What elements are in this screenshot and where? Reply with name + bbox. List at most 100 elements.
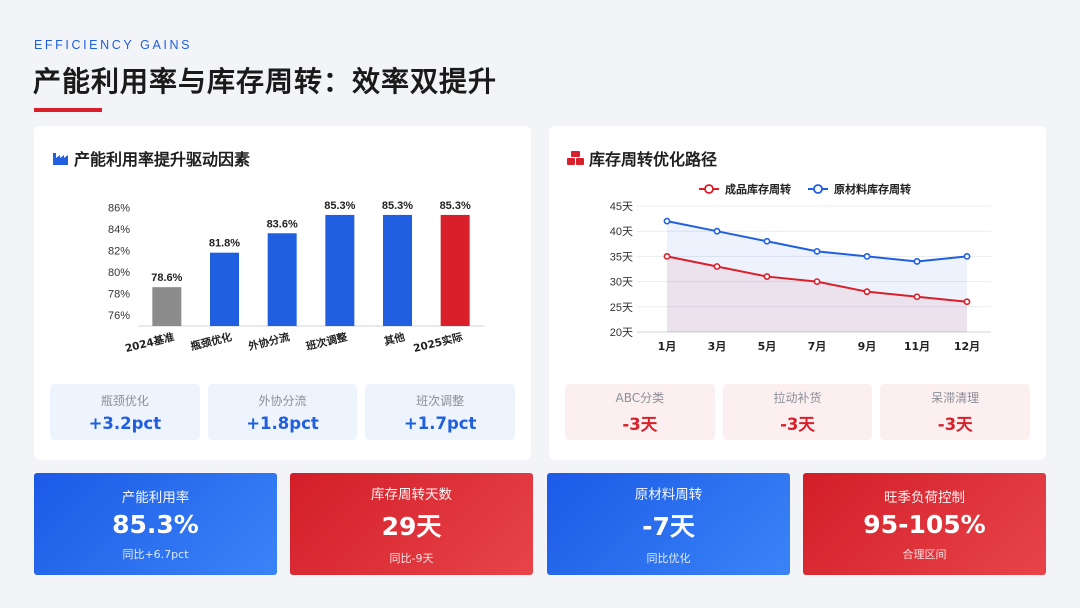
legend-label: 成品库存周转 xyxy=(725,182,791,196)
x-tick-label: 外协分流 xyxy=(246,330,291,353)
capacity-panel-title: 产能利用率提升驱动因素 xyxy=(52,146,250,170)
data-point xyxy=(663,217,671,225)
inventory-panel: 库存周转优化路径 20天 25天 30天 35天 40天 45天 1月 3月 5月 7月 9月 11月… xyxy=(549,126,1046,460)
kpi-sub: 合理区间 xyxy=(902,548,947,561)
inventory-path-cards: ABC分类 -3天 拉动补货 -3天 呆滞清理 -3天 xyxy=(565,384,1031,440)
x-tick-label: 班次调整 xyxy=(305,330,349,353)
y-tick-label: 45天 xyxy=(610,201,633,213)
data-point xyxy=(863,288,871,296)
kpi-label: 库存周转天数 xyxy=(371,486,452,503)
bar xyxy=(210,252,239,326)
driver-card-value: +3.2pct xyxy=(88,413,162,433)
data-point xyxy=(813,278,821,285)
kpi-card-capacity: 产能利用率 85.3% 同比+6.7pct xyxy=(34,473,277,575)
path-card: 拉动补货 -3天 xyxy=(722,384,873,440)
y-tick-label: 25天 xyxy=(610,302,633,314)
x-tick-label: 12月 xyxy=(954,340,980,353)
y-tick-label: 35天 xyxy=(610,251,633,263)
kpi-sub: 同比-9天 xyxy=(389,551,434,565)
x-tick-label: 其他 xyxy=(383,330,407,348)
y-tick-label: 78% xyxy=(108,289,130,301)
bar xyxy=(383,214,412,326)
kpi-value: 29天 xyxy=(381,511,442,541)
y-tick-label: 86% xyxy=(108,202,130,214)
title-underline xyxy=(34,108,102,112)
page-title: 产能利用率与库存周转：效率双提升 xyxy=(33,65,498,98)
kpi-value: 85.3% xyxy=(112,510,199,539)
data-point xyxy=(763,273,771,280)
inventory-panel-title: 库存周转优化路径 xyxy=(567,146,717,170)
inventory-panel-title-text: 库存周转优化路径 xyxy=(589,150,718,169)
capacity-panel-title-text: 产能利用率提升驱动因素 xyxy=(74,150,251,169)
factory-icon xyxy=(53,153,68,165)
driver-card-value: +1.8pct xyxy=(246,413,319,433)
kpi-card-raw-material: 原材料周转 -7天 同比优化 xyxy=(547,473,790,575)
series-area xyxy=(667,221,967,332)
series-area xyxy=(667,256,967,332)
capacity-driver-cards: 瓶颈优化 +3.2pct 外协分流 +1.8pct 班次调整 +1.7pct xyxy=(50,384,516,440)
data-point xyxy=(963,298,971,306)
kpi-label: 产能利用率 xyxy=(121,490,190,506)
data-point xyxy=(913,258,921,265)
driver-card-label: 外协分流 xyxy=(258,393,307,408)
data-point xyxy=(763,237,771,245)
driver-card-value: +1.7pct xyxy=(403,413,477,433)
path-card-label: ABC分类 xyxy=(615,391,665,405)
x-tick-label: 3月 xyxy=(708,340,727,353)
x-tick-label: 1月 xyxy=(658,340,677,353)
legend-swatch-marker xyxy=(813,184,823,194)
data-point xyxy=(863,252,871,260)
bar-data-label: 78.6% xyxy=(151,272,182,284)
x-tick-label: 瓶颈优化 xyxy=(189,330,233,353)
x-tick-label: 7月 xyxy=(808,340,827,353)
inventory-line-chart: 20天 25天 30天 35天 40天 45天 1月 3月 5月 7月 9月 11月 12月 成品库存周转… xyxy=(610,182,991,353)
x-tick-label: 9月 xyxy=(858,340,877,353)
kpi-sub: 同比+6.7pct xyxy=(122,548,189,561)
y-tick-label: 80% xyxy=(108,267,130,279)
path-card: 呆滞清理 -3天 xyxy=(880,384,1031,440)
path-card-label: 拉动补货 xyxy=(773,391,822,405)
data-point xyxy=(663,252,671,260)
x-tick-label: 2024基准 xyxy=(124,330,176,355)
eyebrow: EFFICIENCY GAINS xyxy=(34,38,193,52)
data-point xyxy=(963,252,971,260)
boxes-icon xyxy=(567,151,584,165)
bar-data-label: 81.8% xyxy=(209,238,240,250)
path-card-value: -3天 xyxy=(622,415,658,434)
driver-card: 班次调整 +1.7pct xyxy=(365,384,516,440)
kpi-value: -7天 xyxy=(642,511,695,541)
driver-card-label: 瓶颈优化 xyxy=(100,393,149,408)
capacity-panel: 产能利用率提升驱动因素 76% 78% 80% 82% 84% 86% 78.6% 2024基… xyxy=(34,126,531,460)
bar-data-label: 85.3% xyxy=(440,200,471,212)
data-point xyxy=(813,247,821,255)
x-tick-label: 11月 xyxy=(904,340,930,353)
kpi-card-inventory-days: 库存周转天数 29天 同比-9天 xyxy=(290,473,533,575)
path-card-value: -3天 xyxy=(780,415,815,434)
driver-card-label: 班次调整 xyxy=(416,393,465,408)
y-tick-label: 76% xyxy=(108,310,130,322)
y-tick-label: 40天 xyxy=(610,226,633,238)
kpi-card-peak-load: 旺季负荷控制 95-105% 合理区间 xyxy=(803,473,1046,575)
bar-data-label: 83.6% xyxy=(267,218,298,230)
legend-swatch-marker xyxy=(704,184,714,194)
x-tick-label: 2025实际 xyxy=(412,330,464,355)
kpi-value: 95-105% xyxy=(863,510,986,539)
driver-card: 外协分流 +1.8pct xyxy=(207,384,358,440)
data-point xyxy=(713,227,721,235)
y-tick-label: 30天 xyxy=(610,277,633,289)
capacity-bar-chart: 76% 78% 80% 82% 84% 86% 78.6% 2024基准 81.8% 瓶颈优化 83… xyxy=(108,200,484,355)
path-card: ABC分类 -3天 xyxy=(565,384,715,440)
y-tick-label: 84% xyxy=(108,224,130,236)
y-tick-label: 82% xyxy=(108,246,130,258)
kpi-label: 旺季负荷控制 xyxy=(884,490,965,506)
driver-card: 瓶颈优化 +3.2pct xyxy=(50,384,200,440)
bar-data-label: 85.3% xyxy=(382,200,413,212)
path-card-label: 呆滞清理 xyxy=(931,391,980,405)
bar xyxy=(152,287,182,326)
y-tick-label: 20天 xyxy=(610,327,633,339)
bar-data-label: 85.3% xyxy=(324,200,355,212)
data-point xyxy=(713,263,721,270)
kpi-sub: 同比优化 xyxy=(646,551,691,565)
bar xyxy=(267,233,297,326)
data-point xyxy=(913,293,921,301)
